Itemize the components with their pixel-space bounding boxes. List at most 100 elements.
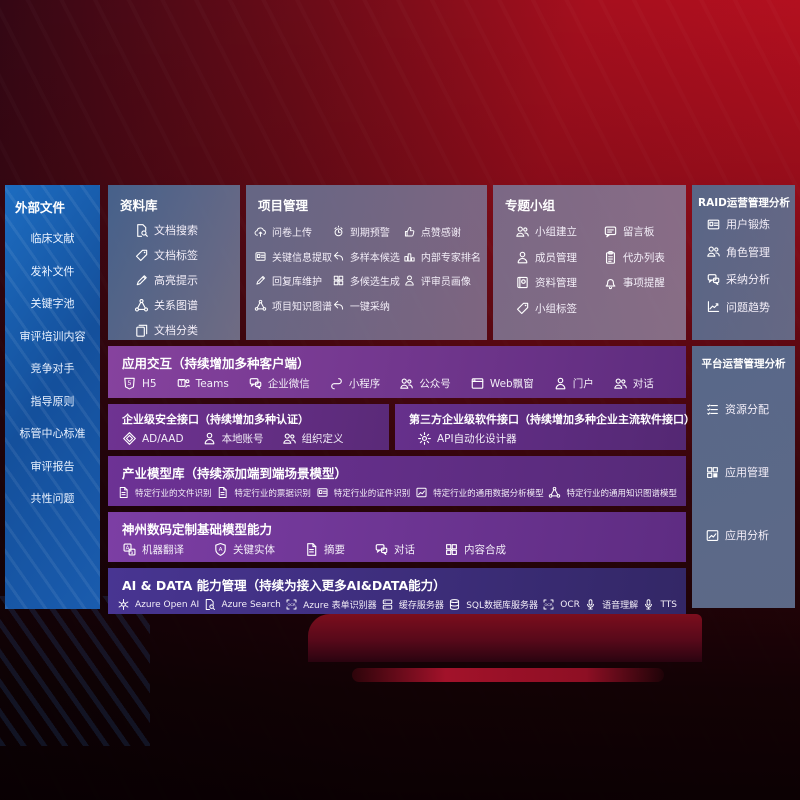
feature-item[interactable]: H5 — [122, 376, 157, 391]
topic-group-grid: 小组建立 留言板 成员管理 代办列表 资料管理 事项提醒 小组标签 — [493, 220, 686, 316]
feature-item-label: 特定行业的证件识别 — [333, 488, 411, 499]
receipt-icon — [216, 486, 229, 499]
feature-item[interactable]: 多候选生成 — [332, 273, 403, 288]
feature-item[interactable]: 文档搜索 — [134, 222, 234, 238]
feature-item[interactable]: 特定行业的通用知识图谱模型 — [548, 486, 677, 499]
feature-item[interactable]: 缓存服务器 — [381, 598, 444, 611]
feature-item-label: 机器翻译 — [142, 544, 184, 556]
sidebar-item[interactable]: 发补文件 — [30, 264, 75, 278]
adopt-arrow-icon — [332, 299, 345, 312]
feature-item[interactable]: 关键实体 — [213, 542, 275, 557]
feature-item[interactable]: 采纳分析 — [706, 271, 789, 287]
feature-item[interactable]: 留言板 — [603, 224, 684, 239]
feature-item-label: 文档分类 — [154, 324, 198, 337]
feature-item[interactable]: API自动化设计器 — [417, 431, 517, 446]
feature-item[interactable]: 应用管理 — [705, 464, 791, 480]
sidebar-item[interactable]: 标管中心标准 — [19, 427, 86, 440]
feature-item[interactable]: 企业微信 — [248, 376, 310, 391]
feature-item[interactable]: 文档标签 — [134, 247, 234, 263]
sidebar-item[interactable]: 竞争对手 — [30, 362, 75, 375]
feature-item[interactable]: 代办列表 — [603, 250, 684, 265]
feature-item[interactable]: 特定行业的通用数据分析模型 — [415, 486, 544, 499]
sidebar-item[interactable]: 审评报告 — [30, 459, 75, 473]
feature-item[interactable]: Azure Search — [203, 598, 281, 611]
feature-item[interactable]: SQL数据库服务器 — [448, 598, 538, 611]
feature-item[interactable]: Azure 表单识别器 — [285, 598, 377, 611]
platform-title: 平台运营管理分析 — [701, 358, 786, 370]
feature-item[interactable]: 特定行业的文件识别 — [117, 486, 212, 499]
portal-icon — [553, 376, 568, 391]
feature-item[interactable]: 小程序 — [329, 376, 380, 391]
project-management-panel: 项目管理 问卷上传 到期预警 点赞感谢 关键信息提取 多样本候选 内部专家排名 回复库维护 多… — [246, 185, 487, 340]
feature-item[interactable]: 多样本候选 — [332, 249, 403, 264]
feature-item[interactable]: 用户锻炼 — [706, 216, 789, 232]
feature-item[interactable]: Teams — [176, 376, 229, 391]
feature-item[interactable]: 小组建立 — [515, 224, 603, 239]
sidebar-item[interactable]: 临床文献 — [30, 232, 75, 245]
feature-item[interactable]: 点赞感谢 — [403, 224, 483, 239]
feature-item[interactable]: 高亮提示 — [134, 272, 234, 288]
feature-item[interactable]: 特定行业的证件识别 — [316, 486, 411, 499]
feature-item[interactable]: 公众号 — [399, 376, 451, 391]
feature-item[interactable]: 文档分类 — [134, 322, 234, 338]
chat-icon — [374, 542, 389, 557]
sidebar-item[interactable]: 关键字池 — [30, 297, 75, 310]
feature-item[interactable]: 到期预警 — [332, 224, 403, 239]
feature-item[interactable]: 角色管理 — [706, 244, 789, 260]
base-model-row: 神州数码定制基础模型能力 机器翻译 关键实体 摘要 对话 内容合成 — [108, 512, 686, 562]
desk-shape — [308, 614, 702, 662]
feature-item[interactable]: 一键采纳 — [332, 298, 403, 313]
topic-group-title: 专题小组 — [505, 198, 556, 213]
pencil-icon — [254, 274, 267, 287]
sidebar-item[interactable]: 共性问题 — [30, 492, 75, 505]
knowledge-graph-icon — [254, 299, 267, 312]
feature-item[interactable]: 门户 — [553, 376, 594, 391]
feature-item[interactable]: OCR — [542, 598, 580, 611]
feature-item[interactable]: TTS — [642, 598, 677, 611]
feature-item[interactable]: 组织定义 — [282, 431, 344, 446]
feature-item[interactable]: Web飘窗 — [470, 376, 534, 391]
feature-item[interactable]: 项目知识图谱 — [254, 298, 332, 313]
security-interface-row: 企业级安全接口（持续增加多种认证） AD/AAD 本地账号 组织定义 — [108, 404, 389, 450]
feature-item[interactable]: 关键信息提取 — [254, 249, 332, 264]
doc-recognize-icon — [117, 486, 130, 499]
feature-item[interactable]: 内部专家排名 — [403, 249, 483, 264]
feature-item[interactable]: 语音理解 — [584, 598, 638, 611]
platform-list: 资源分配应用管理应用分析 — [692, 375, 795, 543]
feature-item[interactable]: 问题趋势 — [706, 299, 789, 315]
feature-item[interactable]: 小组标签 — [515, 301, 603, 316]
feature-item-label: H5 — [142, 377, 157, 390]
feature-item-label: API自动化设计器 — [437, 433, 517, 445]
feature-item[interactable]: 资料管理 — [515, 275, 603, 290]
feature-item[interactable]: 特定行业的票据识别 — [216, 486, 311, 499]
feature-item[interactable]: Azure Open AI — [117, 598, 199, 611]
feature-item[interactable]: 事项提醒 — [603, 275, 684, 290]
id-card-icon — [706, 217, 721, 232]
knowledge-graph-icon — [548, 486, 561, 499]
feature-item[interactable]: 应用分析 — [705, 527, 791, 543]
feature-item-label: 特定行业的通用知识图谱模型 — [566, 488, 677, 499]
cache-server-icon — [381, 598, 394, 611]
doc-search-icon — [134, 223, 149, 238]
feature-item[interactable]: 问卷上传 — [254, 224, 332, 239]
feature-item[interactable]: 对话 — [613, 376, 654, 391]
feature-item[interactable]: 关系图谱 — [134, 297, 234, 313]
feature-item[interactable]: 评审员画像 — [403, 273, 483, 288]
feature-item[interactable]: 成员管理 — [515, 250, 603, 265]
sidebar-item[interactable]: 审评培训内容 — [19, 329, 86, 343]
feature-item[interactable]: 本地账号 — [202, 431, 264, 446]
cloud-upload-icon — [254, 225, 267, 238]
feature-item[interactable]: 机器翻译 — [122, 542, 184, 557]
web-window-icon — [470, 376, 485, 391]
feature-item[interactable]: 内容合成 — [444, 542, 506, 557]
feature-item[interactable]: 对话 — [374, 542, 415, 557]
feature-item-label: 关键信息提取 — [272, 252, 332, 264]
platform-analysis-panel: 平台运营管理分析 资源分配应用管理应用分析 — [692, 346, 795, 608]
feature-item[interactable]: 资源分配 — [705, 401, 791, 417]
reply-arrow-icon — [332, 250, 345, 263]
feature-item[interactable]: 回复库维护 — [254, 273, 332, 288]
feature-item[interactable]: 摘要 — [304, 542, 345, 557]
feature-item[interactable]: AD/AAD — [122, 431, 184, 446]
sidebar-item[interactable]: 指导原则 — [30, 394, 75, 408]
feature-item-label: 语音理解 — [602, 601, 639, 611]
